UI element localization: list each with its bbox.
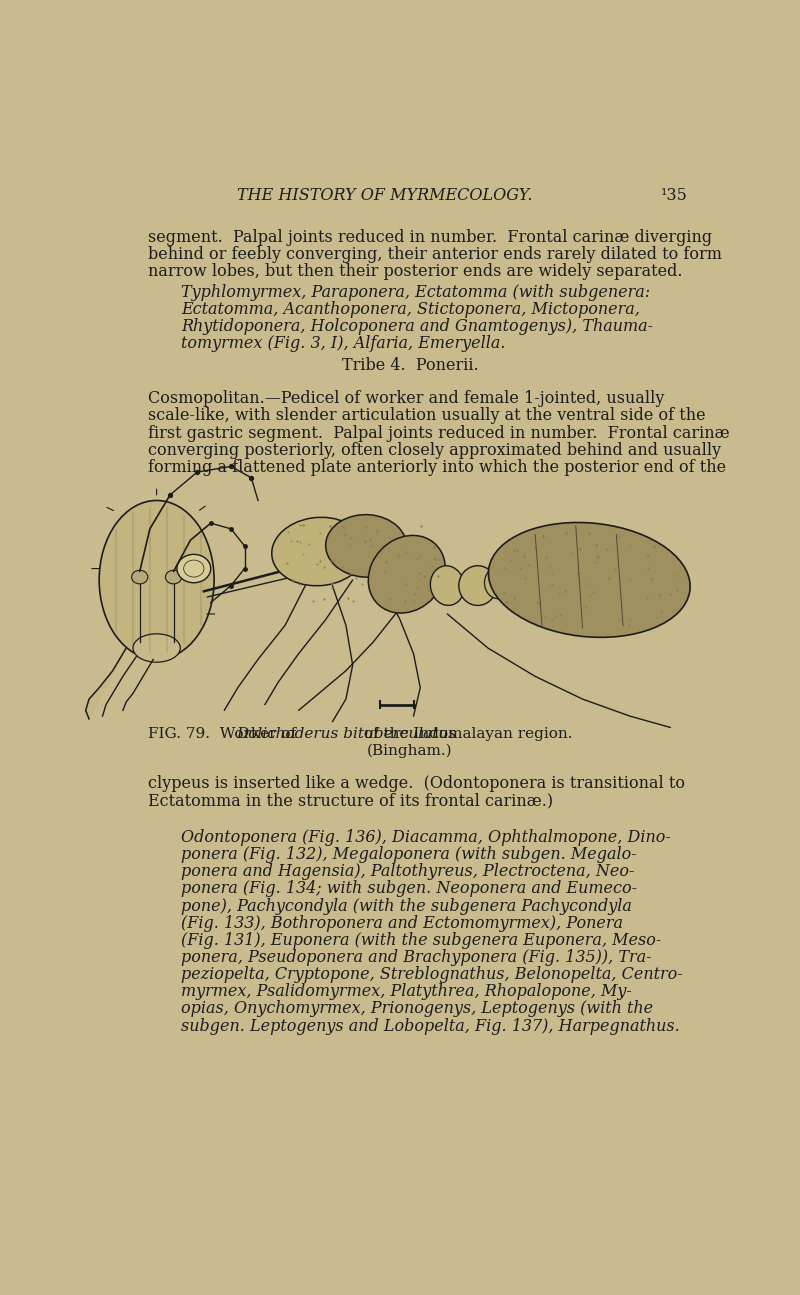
Ellipse shape: [326, 514, 406, 578]
Text: (Bingham.): (Bingham.): [367, 743, 453, 758]
Ellipse shape: [485, 567, 511, 598]
Text: pone), Pachycondyla (with the subgenera Pachycondyla: pone), Pachycondyla (with the subgenera …: [182, 897, 632, 914]
Text: subgen. Leptogenys and Lobopelta, Fig. 137), Harpegnathus.: subgen. Leptogenys and Lobopelta, Fig. 1…: [182, 1018, 680, 1035]
Text: myrmex, Psalidomyrmex, Platythrea, Rhopalopone, My-: myrmex, Psalidomyrmex, Platythrea, Rhopa…: [182, 983, 632, 1000]
Text: Odontoponera (Fig. 136), Diacamma, Ophthalmopone, Dino-: Odontoponera (Fig. 136), Diacamma, Ophth…: [182, 829, 671, 846]
Ellipse shape: [430, 566, 464, 605]
Text: Tribe 4.  Ponerii.: Tribe 4. Ponerii.: [342, 357, 478, 374]
Circle shape: [177, 554, 210, 583]
Text: first gastric segment.  Palpal joints reduced in number.  Frontal carinæ: first gastric segment. Palpal joints red…: [148, 425, 730, 442]
Text: ¹35: ¹35: [661, 186, 688, 203]
Text: peziopelta, Cryptopone, Streblognathus, Belonopelta, Centro-: peziopelta, Cryptopone, Streblognathus, …: [182, 966, 683, 983]
Text: ponera (Fig. 132), Megaloponera (with subgen. Megalo-: ponera (Fig. 132), Megaloponera (with su…: [182, 846, 637, 864]
Text: ponera, Pseudoponera and Brachyponera (Fig. 135)), Tra-: ponera, Pseudoponera and Brachyponera (F…: [182, 949, 652, 966]
Text: Dolichoderus bituberculatus: Dolichoderus bituberculatus: [237, 728, 457, 741]
Polygon shape: [86, 648, 126, 719]
Text: of the Indomalayan region.: of the Indomalayan region.: [359, 728, 573, 741]
Text: segment.  Palpal joints reduced in number.  Frontal carinæ diverging: segment. Palpal joints reduced in number…: [148, 229, 712, 246]
Text: FIG. 79.  Worker of: FIG. 79. Worker of: [148, 728, 301, 741]
Text: scale-like, with slender articulation usually at the ventral side of the: scale-like, with slender articulation us…: [148, 408, 706, 425]
Ellipse shape: [99, 500, 214, 659]
Text: Cosmopolitan.—Pedicel of worker and female 1-jointed, usually: Cosmopolitan.—Pedicel of worker and fema…: [148, 390, 665, 407]
Text: tomyrmex (Fig. 3, I), Alfaria, Emeryella.: tomyrmex (Fig. 3, I), Alfaria, Emeryella…: [182, 335, 506, 352]
Ellipse shape: [272, 517, 366, 585]
Circle shape: [132, 570, 148, 584]
Text: Rhytidoponera, Holcoponera and Gnamtogenys), Thauma-: Rhytidoponera, Holcoponera and Gnamtogen…: [182, 317, 654, 335]
Text: opias, Onychomyrmex, Prionogenys, Leptogenys (with the: opias, Onychomyrmex, Prionogenys, Leptog…: [182, 1001, 654, 1018]
Text: Typhlomyrmex, Paraponera, Ectatomma (with subgenera:: Typhlomyrmex, Paraponera, Ectatomma (wit…: [182, 284, 650, 300]
Text: behind or feebly converging, their anterior ends rarely dilated to form: behind or feebly converging, their anter…: [148, 246, 722, 263]
Text: (Fig. 133), Bothroponera and Ectomomyrmex), Ponera: (Fig. 133), Bothroponera and Ectomomyrme…: [182, 914, 623, 931]
Circle shape: [166, 570, 182, 584]
Text: Ectatomma in the structure of its frontal carinæ.): Ectatomma in the structure of its fronta…: [148, 793, 553, 809]
Text: ponera and Hagensia), Paltothyreus, Plectroctena, Neo-: ponera and Hagensia), Paltothyreus, Plec…: [182, 864, 634, 881]
Text: THE HISTORY OF MYRMECOLOGY.: THE HISTORY OF MYRMECOLOGY.: [238, 186, 533, 203]
Ellipse shape: [133, 633, 180, 662]
Text: forming a flattened plate anteriorly into which the posterior end of the: forming a flattened plate anteriorly int…: [148, 458, 726, 475]
Text: clypeus is inserted like a wedge.  (Odontoponera is transitional to: clypeus is inserted like a wedge. (Odont…: [148, 776, 685, 793]
Text: narrow lobes, but then their posterior ends are widely separated.: narrow lobes, but then their posterior e…: [148, 263, 682, 280]
Text: ponera (Fig. 134; with subgen. Neoponera and Eumeco-: ponera (Fig. 134; with subgen. Neoponera…: [182, 881, 638, 897]
Ellipse shape: [459, 566, 497, 606]
Ellipse shape: [489, 522, 690, 637]
Text: (Fig. 131), Euponera (with the subgenera Euponera, Meso-: (Fig. 131), Euponera (with the subgenera…: [182, 932, 662, 949]
Text: converging posteriorly, often closely approximated behind and usually: converging posteriorly, often closely ap…: [148, 442, 721, 458]
Text: Ectatomma, Acanthoponera, Stictoponera, Mictoponera,: Ectatomma, Acanthoponera, Stictoponera, …: [182, 300, 640, 317]
Ellipse shape: [368, 535, 446, 613]
